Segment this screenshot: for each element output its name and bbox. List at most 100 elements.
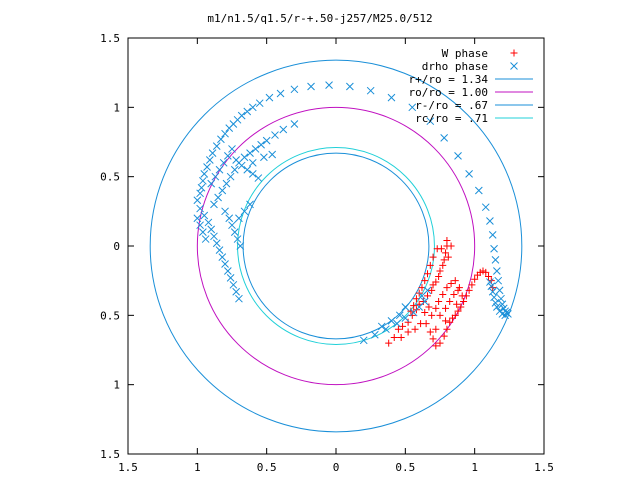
w-phase-point: [457, 303, 465, 311]
w-phase-point: [454, 307, 462, 315]
w-phase-point: [460, 297, 468, 305]
drho-phase-point: [262, 136, 271, 145]
w-phase-point: [397, 334, 405, 342]
drho-phase-point: [235, 294, 243, 303]
drho-phase-point: [197, 183, 206, 192]
w-phase-point: [429, 253, 437, 261]
drho-phase-point: [290, 120, 299, 128]
drho-phase-point: [205, 156, 214, 164]
drho-phase-point: [226, 274, 235, 282]
reference-circles: [149, 59, 523, 433]
drho-phase-point: [200, 211, 209, 220]
drho-phase-point: [387, 317, 396, 325]
w-phase-point: [437, 245, 445, 253]
drho-phase-point: [268, 150, 277, 159]
y-tick-label: 0.5: [100, 171, 120, 184]
w-phase-point: [428, 286, 436, 294]
drho-phase-point: [207, 225, 216, 234]
w-phase-point: [453, 300, 461, 308]
drho-phase-point: [193, 214, 202, 223]
y-tick-label: 0: [113, 240, 120, 253]
drho-phase-point: [200, 170, 209, 178]
drho-phase-point: [246, 200, 254, 209]
w-phase-point: [417, 320, 425, 328]
x-tick-label: 0: [333, 461, 340, 474]
w-phase-point: [410, 302, 418, 310]
drho-phase-point: [377, 322, 386, 331]
w-phase-point: [404, 318, 412, 326]
w-phase-point: [385, 339, 393, 347]
drho-phase-point: [498, 300, 507, 309]
w-phase-point: [447, 279, 455, 287]
drho-phase-point: [488, 231, 497, 239]
drho-phase-point: [401, 314, 410, 322]
w-phase-point: [390, 334, 398, 342]
w-phase-point: [444, 253, 452, 261]
w-phase-point: [440, 256, 448, 264]
drho-phase-point: [248, 158, 257, 167]
w-phase-point: [436, 267, 444, 275]
y-tick-label: 1: [113, 379, 120, 392]
drho-phase-point: [257, 140, 265, 149]
drho-phase-point: [199, 228, 207, 236]
drho-phase-point: [221, 129, 229, 138]
drho-phase-point: [237, 111, 246, 120]
w-phase-point: [451, 277, 459, 285]
w-phase-point: [425, 303, 433, 311]
drho-phase-point: [492, 303, 501, 311]
x-tick-label: 1.5: [534, 461, 554, 474]
legend-label: rc/ro = .71: [415, 112, 488, 125]
drho-phase-point: [217, 135, 225, 144]
drho-phase-point: [228, 145, 236, 153]
legend-label: r+/ro = 1.34: [409, 73, 489, 86]
legend-label: W phase: [442, 47, 488, 60]
drho-phase-point: [196, 189, 204, 198]
w-phase-point: [421, 277, 429, 285]
y-tick-label: 0.5: [100, 309, 120, 322]
drho-phase-point: [495, 286, 504, 295]
drho-phase-point: [440, 133, 449, 142]
x-tick-label: 0.5: [257, 461, 277, 474]
legend-plus-marker: [510, 49, 518, 57]
drho-phase-point: [230, 165, 239, 174]
w-phase-point: [429, 335, 437, 343]
drho-phase-point: [495, 307, 504, 316]
drho-phase-point: [501, 311, 510, 320]
drho-phase-point: [221, 207, 229, 216]
drho-phase-point: [370, 330, 379, 339]
w-phase-point: [432, 304, 440, 312]
drho-phase-point: [497, 294, 505, 303]
drho-phase-point: [218, 186, 227, 195]
drho-phase-point: [201, 235, 210, 243]
drho-phase-point: [221, 260, 229, 268]
w-phase-point: [442, 249, 450, 257]
legend-label: r-/ro = .67: [415, 99, 488, 112]
w-phase-point: [435, 273, 443, 281]
drho-phase-point: [359, 336, 368, 345]
drho-phase-point: [237, 161, 246, 170]
drho-phase-point: [211, 172, 220, 181]
drho-phase-point: [225, 214, 234, 223]
drho-phase-point: [382, 325, 390, 334]
w-phase-point: [468, 281, 476, 289]
drho-phase-point: [226, 172, 235, 181]
w-phase-point: [404, 328, 412, 336]
drho-phase-point: [486, 278, 494, 286]
drho-phase-point: [271, 131, 279, 139]
w-phase-point: [458, 292, 466, 300]
drho-phase-point: [232, 287, 241, 296]
drho-phase-point: [490, 293, 498, 302]
drho-phase-point: [210, 200, 218, 209]
drho-phase-point: [219, 158, 228, 167]
drho-phase-point: [207, 179, 216, 188]
drho-phase-point: [276, 89, 285, 98]
w-phase-point: [424, 270, 432, 278]
drho-phase-point: [243, 107, 252, 116]
drho-phase-point: [248, 170, 257, 178]
w-phase-point: [443, 236, 451, 244]
drho-phase-point: [246, 149, 254, 157]
w-phase-point: [432, 278, 440, 286]
drho-phase-point: [491, 256, 500, 264]
drho-phase-point: [494, 276, 503, 285]
w-phase-point: [439, 291, 447, 299]
